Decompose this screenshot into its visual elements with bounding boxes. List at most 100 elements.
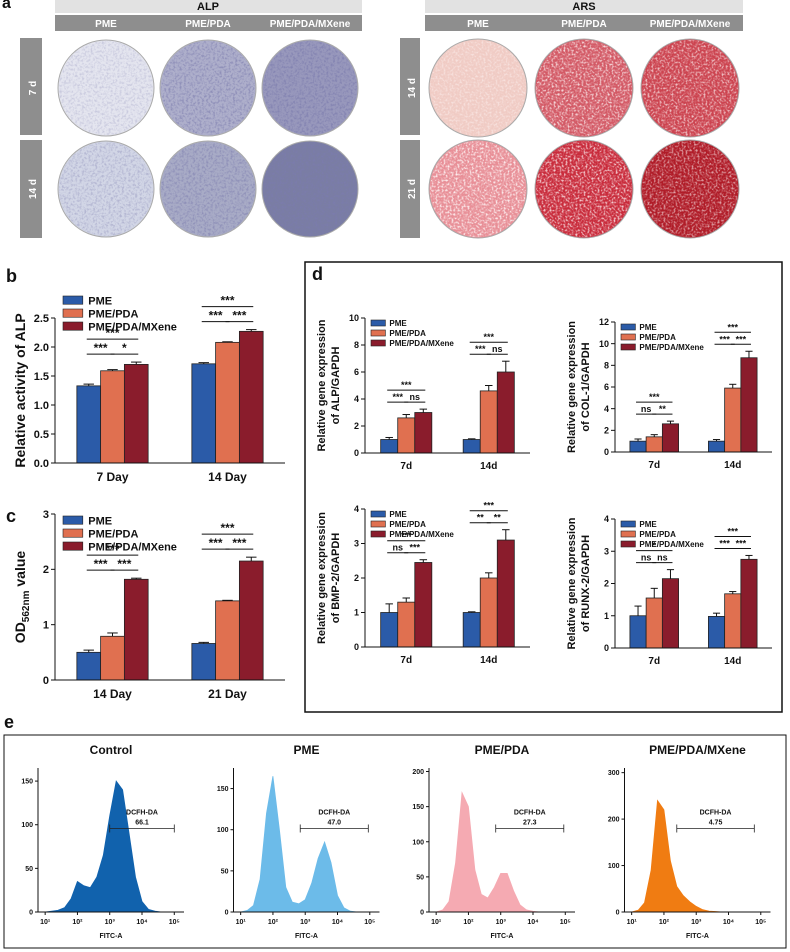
gate-name: DCFH-DA [126, 809, 158, 816]
well-texture [430, 141, 526, 237]
panel-letter: c [6, 506, 16, 526]
bar [76, 651, 102, 681]
x-tick-label: 10² [72, 919, 83, 926]
x-axis-label: FITC-A [491, 933, 514, 940]
y-tick-label: 0 [354, 448, 359, 458]
well-texture [59, 142, 153, 236]
y-axis-label: Relative gene expression [316, 512, 328, 644]
legend-label: PME/PDA/MXene [389, 339, 454, 348]
significance-label: *** [117, 557, 131, 571]
significance-label: *** [209, 309, 223, 323]
x-tick-label: 10⁴ [527, 919, 539, 926]
y-tick-label: 1.5 [34, 371, 49, 383]
y-tick-label: 4 [604, 514, 609, 524]
legend-label: PME/PDA [389, 329, 426, 338]
row-label: 7 d [28, 81, 39, 95]
y-tick-label: 8 [604, 360, 609, 370]
y-tick-label: 0 [604, 447, 609, 457]
legend-label: PME/PDA/MXene [639, 540, 704, 549]
significance-label: *** [392, 392, 403, 402]
chart-title: PME [293, 743, 319, 757]
bar [462, 439, 481, 454]
y-tick-label: 0 [225, 910, 229, 917]
y-tick-label: 0 [43, 675, 49, 687]
significance-label: *** [220, 521, 234, 535]
y-tick-label: 4 [604, 404, 609, 414]
legend-label: PME/PDA [88, 528, 138, 540]
y-tick-label: 8 [354, 340, 359, 350]
significance-label: *** [105, 326, 119, 340]
x-axis-label: FITC-A [295, 933, 318, 940]
x-tick-label: 10³ [691, 919, 702, 926]
significance-label: *** [232, 536, 246, 550]
significance-label: ns [492, 344, 503, 354]
row-label: 14 d [28, 179, 39, 199]
gate-value: 4.75 [709, 819, 723, 826]
x-tick-label: 14d [480, 461, 497, 472]
y-tick-label: 4 [354, 504, 359, 514]
well-texture [536, 40, 632, 136]
y-tick-label: 100 [21, 822, 33, 829]
well-texture [430, 40, 526, 136]
y-tick-label: 50 [221, 868, 229, 875]
bar [645, 436, 663, 453]
x-tick-label: 10¹ [431, 919, 442, 926]
x-tick-label: 7 Day [96, 470, 128, 484]
significance-label: *** [736, 334, 747, 344]
y-axis-label: OD562nm value [12, 551, 32, 644]
legend-label: PME [389, 510, 407, 519]
significance-label: *** [220, 294, 234, 308]
column-label: PME [467, 19, 489, 30]
bar [215, 341, 240, 464]
y-tick-label: 3 [354, 539, 359, 549]
well-texture [161, 142, 255, 236]
bar [740, 357, 758, 453]
significance-label: *** [649, 392, 660, 402]
row-label: 21 d [407, 179, 418, 199]
y-tick-label: 0 [354, 642, 359, 652]
x-tick-label: 14d [724, 656, 741, 667]
x-tick-label: 14d [480, 655, 497, 666]
bar [661, 423, 679, 453]
y-tick-label: 150 [21, 779, 33, 786]
significance-label: *** [719, 538, 730, 548]
bar [76, 385, 102, 464]
legend-swatch [62, 295, 84, 305]
x-tick-label: 10¹ [236, 919, 247, 926]
y-axis-label: Relative gene expression [316, 319, 328, 451]
legend-swatch [370, 329, 386, 337]
y-tick-label: 100 [412, 839, 424, 846]
x-tick-label: 10³ [496, 919, 507, 926]
y-axis-label-sub: 562nm [21, 590, 32, 622]
column-strip [425, 15, 743, 31]
x-tick-label: 10⁵ [755, 919, 766, 926]
row-strip [20, 38, 42, 135]
bar [724, 387, 742, 453]
x-tick-label: 7d [648, 460, 660, 471]
bar [397, 417, 416, 454]
y-tick-label: 2 [43, 564, 49, 576]
significance-label: ns [392, 543, 403, 553]
significance-label: ns [657, 553, 668, 563]
bar [479, 577, 498, 648]
legend-label: PME/PDA [88, 308, 138, 320]
y-tick-label: 6 [354, 367, 359, 377]
bar [629, 615, 647, 649]
y-axis-label: of BMP-2/GAPDH [330, 533, 342, 624]
significance-label: *** [94, 341, 108, 355]
bar [380, 612, 399, 648]
legend-label: PME [88, 515, 112, 527]
bar [380, 439, 399, 454]
row-strip [400, 140, 420, 238]
y-axis-label: Relative activity of ALP [12, 313, 28, 467]
significance-label: ** [494, 513, 502, 523]
y-tick-label: 2.0 [34, 342, 49, 354]
y-tick-label: 2 [354, 573, 359, 583]
significance-label: *** [401, 380, 412, 390]
bar [100, 635, 125, 681]
x-tick-label: 10¹ [627, 919, 638, 926]
y-tick-label: 1 [604, 611, 609, 621]
x-tick-label: 14 Day [93, 687, 132, 701]
panel-e-frame [3, 734, 787, 949]
